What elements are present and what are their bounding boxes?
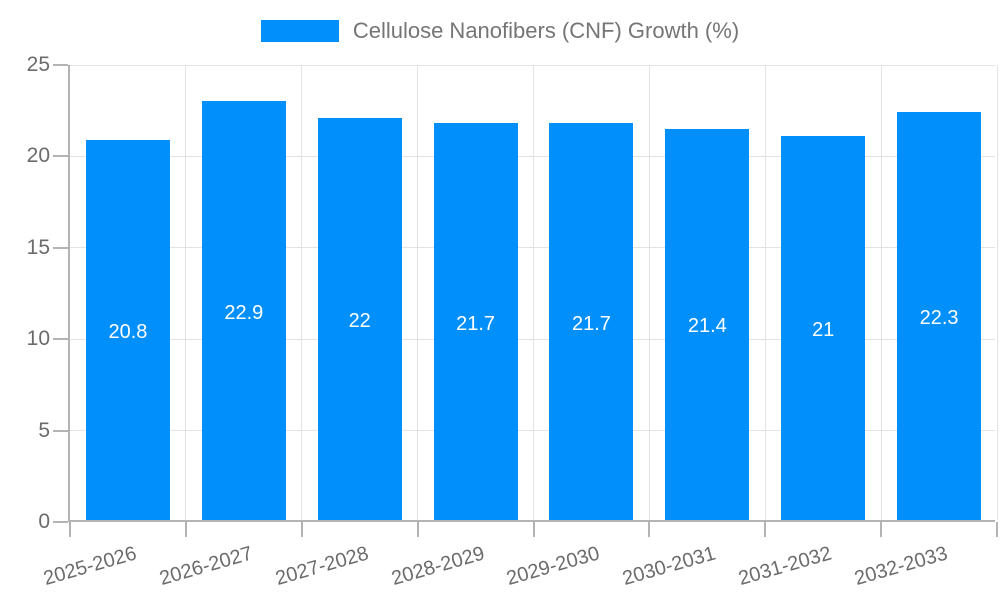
y-axis-label: 5 xyxy=(38,418,50,442)
x-axis-tick xyxy=(648,522,651,537)
bar-value-label: 21.7 xyxy=(571,312,611,335)
vertical-gridline xyxy=(417,65,419,520)
x-axis-label: 2026-2027 xyxy=(156,542,255,590)
bar[interactable] xyxy=(317,117,402,520)
x-axis-tick xyxy=(764,522,767,537)
x-axis-label: 2032-2033 xyxy=(852,542,951,590)
y-axis-label: 25 xyxy=(26,53,50,76)
bar[interactable] xyxy=(85,139,170,520)
horizontal-gridline xyxy=(70,64,995,66)
x-axis-tick xyxy=(416,522,419,537)
x-axis-tick xyxy=(300,522,303,537)
horizontal-gridline xyxy=(70,155,995,157)
x-axis-tick xyxy=(532,522,535,537)
vertical-gridline xyxy=(301,65,303,520)
x-axis-tick xyxy=(184,522,187,537)
x-axis-label: 2028-2029 xyxy=(388,542,487,590)
bar[interactable] xyxy=(897,112,982,520)
y-axis-tick xyxy=(53,155,68,158)
x-axis-tick xyxy=(996,522,998,537)
y-axis-label: 0 xyxy=(38,510,50,533)
x-axis-tick xyxy=(880,522,883,537)
x-axis-label: 2031-2032 xyxy=(736,542,835,590)
x-axis-tick xyxy=(69,522,71,537)
y-axis-label: 20 xyxy=(26,144,50,168)
y-axis-tick xyxy=(53,246,68,249)
vertical-gridline xyxy=(185,65,187,520)
horizontal-gridline xyxy=(70,247,995,249)
bar-value-label: 20.8 xyxy=(108,320,148,343)
y-axis-tick xyxy=(53,429,68,432)
y-axis-label: 15 xyxy=(26,235,50,259)
bar-value-label: 22.9 xyxy=(224,301,264,324)
y-axis-tick xyxy=(53,338,68,341)
vertical-gridline xyxy=(996,65,998,520)
vertical-gridline xyxy=(648,65,650,520)
bar-value-label: 22 xyxy=(348,309,371,332)
legend-swatch-icon xyxy=(260,20,339,42)
bar[interactable] xyxy=(549,123,634,520)
vertical-gridline xyxy=(880,65,882,520)
bar-value-label: 21.7 xyxy=(456,312,496,335)
bar[interactable] xyxy=(665,128,750,520)
vertical-gridline xyxy=(533,65,534,520)
horizontal-gridline xyxy=(70,430,995,432)
vertical-gridline xyxy=(764,65,766,520)
legend[interactable]: Cellulose Nanofibers (CNF) Growth (%) xyxy=(0,18,1000,44)
legend-label: Cellulose Nanofibers (CNF) Growth (%) xyxy=(352,18,740,43)
horizontal-gridline xyxy=(70,338,995,340)
bar[interactable] xyxy=(433,123,518,520)
bar-value-label: 21.4 xyxy=(687,315,727,338)
x-axis-label: 2025-2026 xyxy=(40,542,139,590)
bar-value-label: 21 xyxy=(812,319,835,342)
plot-area: 0 5 10 15 20 25 20.8 22.9 22 21.7 21.7 21.4 21 22.3 20… xyxy=(27,53,998,590)
bar[interactable] xyxy=(201,101,286,520)
x-axis-label: 2029-2030 xyxy=(504,542,603,590)
y-axis-tick xyxy=(53,64,68,66)
bar[interactable] xyxy=(781,136,866,520)
x-axis-label: 2027-2028 xyxy=(272,542,371,590)
y-axis-label: 10 xyxy=(26,327,50,351)
bar-value-label: 22.3 xyxy=(919,307,959,330)
x-axis-label: 2030-2031 xyxy=(620,542,719,590)
y-axis-tick xyxy=(53,521,68,523)
